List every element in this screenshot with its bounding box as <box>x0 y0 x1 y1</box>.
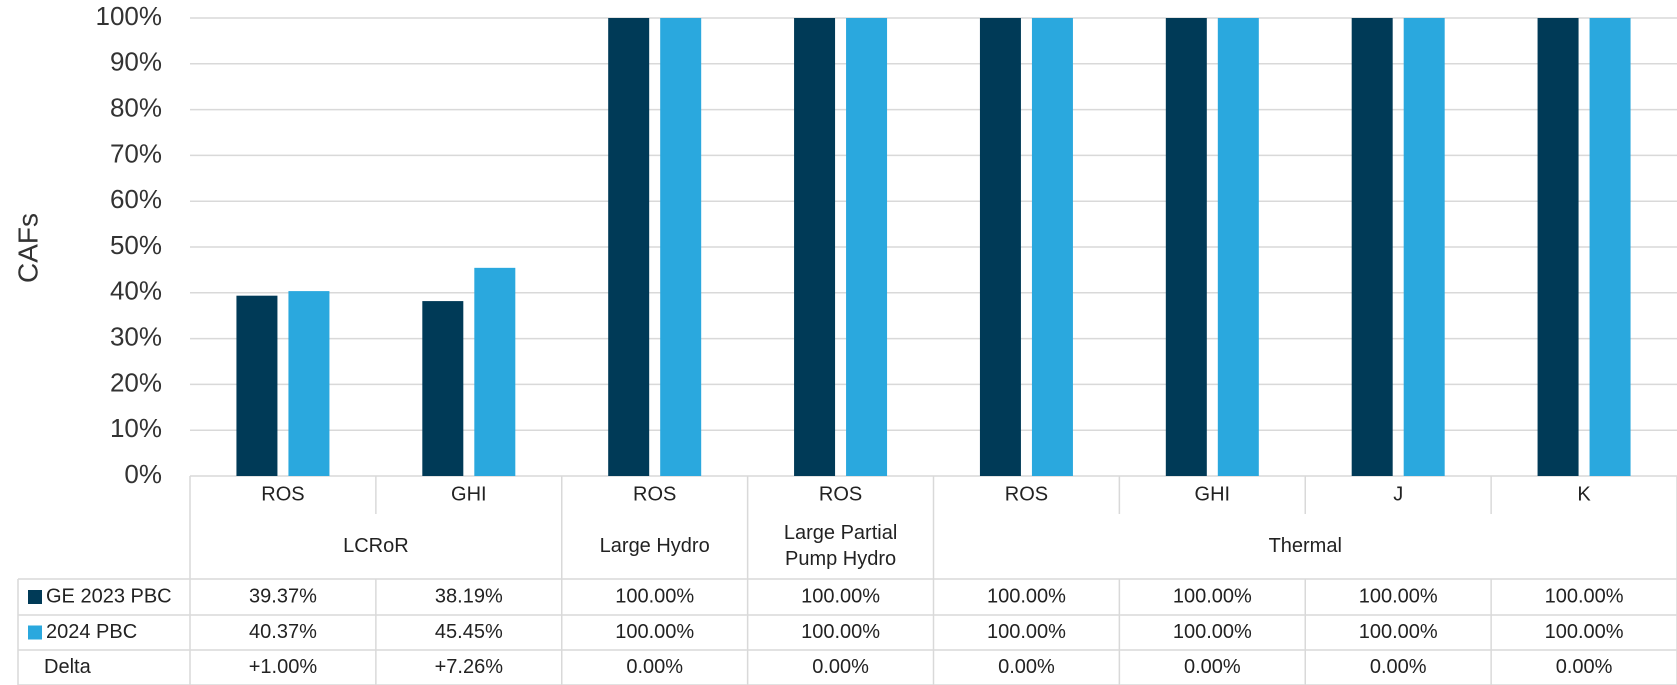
table-cell-value: 0.00% <box>812 656 869 678</box>
table-cell-value: 0.00% <box>626 656 683 678</box>
table-cell-value: 39.37% <box>249 585 317 607</box>
table-cell-value: +1.00% <box>249 656 318 678</box>
x-group-label: Large Partial <box>784 522 897 544</box>
x-category-label: K <box>1577 483 1591 505</box>
y-tick-label: 70% <box>110 138 162 168</box>
y-axis-title: CAFs <box>12 213 43 283</box>
table-row-label: Delta <box>44 656 92 678</box>
bar <box>288 291 330 476</box>
legend-label: GE 2023 PBC <box>46 585 172 607</box>
bar <box>236 295 278 476</box>
bar <box>608 18 650 476</box>
table-cell-value: 40.37% <box>249 621 317 643</box>
x-category-label: ROS <box>261 483 304 505</box>
y-tick-label: 80% <box>110 92 162 122</box>
table-cell-value: 0.00% <box>1556 656 1613 678</box>
y-tick-label: 0% <box>124 459 162 489</box>
x-category-label: GHI <box>1195 483 1231 505</box>
bar <box>1589 18 1631 476</box>
table-cell-value: 45.45% <box>435 621 503 643</box>
x-category-label: ROS <box>1005 483 1048 505</box>
x-category-label: GHI <box>451 483 487 505</box>
x-category-label: ROS <box>633 483 676 505</box>
bar <box>1351 18 1393 476</box>
bar <box>794 18 836 476</box>
y-tick-label: 90% <box>110 47 162 77</box>
table-cell-value: 100.00% <box>1545 621 1624 643</box>
table-cell-value: 100.00% <box>615 621 694 643</box>
x-category-label: ROS <box>819 483 862 505</box>
y-tick-label: 60% <box>110 184 162 214</box>
legend-label: 2024 PBC <box>46 621 137 643</box>
table-cell-value: 38.19% <box>435 585 503 607</box>
bar <box>422 301 464 476</box>
bar <box>660 18 702 476</box>
legend-swatch <box>28 590 42 604</box>
bar <box>1403 18 1445 476</box>
x-group-label: Large Hydro <box>600 535 710 557</box>
y-tick-label: 30% <box>110 321 162 351</box>
table-cell-value: 100.00% <box>1173 621 1252 643</box>
y-tick-label: 40% <box>110 276 162 306</box>
table-cell-value: 0.00% <box>1370 656 1427 678</box>
x-group-label: Thermal <box>1269 535 1342 557</box>
table-cell-value: 100.00% <box>987 621 1066 643</box>
y-tick-label: 20% <box>110 367 162 397</box>
table-cell-value: 100.00% <box>1359 585 1438 607</box>
x-group-label: Pump Hydro <box>785 548 896 570</box>
bar <box>1031 18 1073 476</box>
bar <box>1165 18 1207 476</box>
table-cell-value: 100.00% <box>987 585 1066 607</box>
x-group-label: LCRoR <box>343 535 409 557</box>
table-cell-value: +7.26% <box>435 656 504 678</box>
y-tick-label: 50% <box>110 230 162 260</box>
bar <box>979 18 1021 476</box>
table-cell-value: 100.00% <box>1173 585 1252 607</box>
x-category-label: J <box>1393 483 1403 505</box>
table-cell-value: 100.00% <box>1545 585 1624 607</box>
table-cell-value: 100.00% <box>801 621 880 643</box>
legend-swatch <box>28 625 42 640</box>
bar <box>474 267 516 476</box>
y-tick-label: 100% <box>96 1 163 31</box>
bar <box>1537 18 1579 476</box>
table-cell-value: 0.00% <box>998 656 1055 678</box>
y-tick-label: 10% <box>110 413 162 443</box>
table-cell-value: 100.00% <box>615 585 694 607</box>
bar <box>846 18 888 476</box>
table-cell-value: 0.00% <box>1184 656 1241 678</box>
bar <box>1217 18 1259 476</box>
table-cell-value: 100.00% <box>1359 621 1438 643</box>
table-cell-value: 100.00% <box>801 585 880 607</box>
